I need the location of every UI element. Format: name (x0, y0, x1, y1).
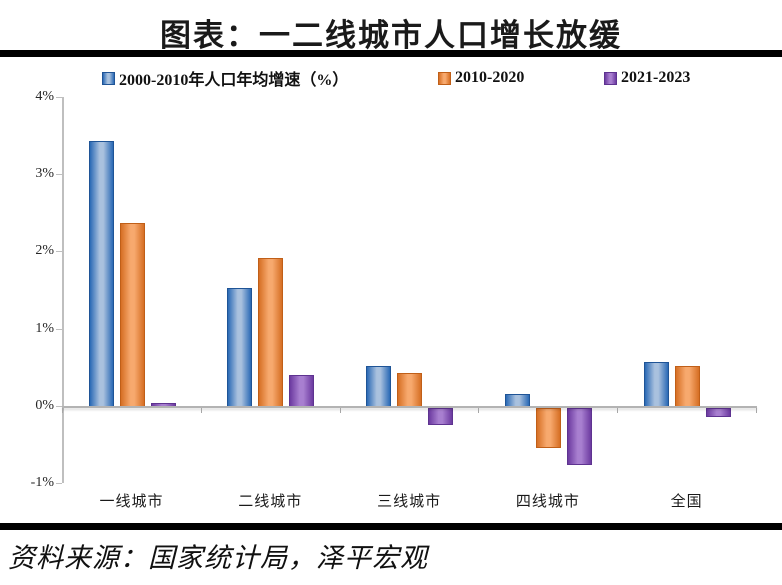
bar-series0-全国 (643, 361, 669, 408)
y-axis-tick-label: -1% (30, 475, 54, 491)
y-axis-tick-label: 0% (35, 398, 54, 413)
bar-series0-三线城市 (366, 365, 392, 408)
bar-series2-二线城市 (289, 375, 315, 408)
bar-series1-二线城市 (258, 258, 284, 408)
x-axis-tick-mark (756, 408, 757, 413)
legend-item-1: 2010-2020 (438, 69, 525, 86)
x-axis-baseline (62, 406, 757, 408)
x-axis-category-label: 全国 (670, 494, 703, 510)
top-divider (0, 50, 782, 57)
x-axis-tick-mark (339, 408, 341, 413)
x-axis-category-label: 四线城市 (515, 494, 580, 510)
y-axis-tick-label: 2% (35, 243, 54, 259)
bar-series1-四线城市 (535, 408, 561, 448)
y-axis-tick-label: 1% (35, 320, 54, 336)
y-axis-tick-label: 3% (35, 166, 54, 182)
source-text: 资料来源：国家统计局，泽平宏观 (8, 543, 428, 573)
legend-marker-icon (438, 71, 451, 85)
y-axis-tick-mark (56, 96, 62, 98)
x-axis-category-label: 二线城市 (238, 494, 303, 510)
x-axis-category-label: 三线城市 (377, 494, 442, 510)
bar-series0-二线城市 (227, 287, 253, 408)
y-axis-tick-mark (56, 328, 62, 330)
legend-label: 2021-2023 (621, 69, 691, 86)
bar-series1-三线城市 (397, 372, 423, 408)
x-axis-category-label: 一线城市 (99, 494, 164, 510)
y-axis-tick-mark (56, 483, 62, 485)
chart-title: 图表：一二线城市人口增长放缓 (160, 18, 622, 53)
y-axis-tick-mark (56, 251, 62, 253)
bar-series2-四线城市 (566, 408, 592, 465)
legend-item-0: 2000-2010年人口年均增速（%） (102, 70, 348, 89)
legend-label: 2000-2010年人口年均增速（%） (119, 72, 349, 89)
y-axis (62, 97, 64, 483)
bar-series1-全国 (674, 365, 700, 408)
bar-series0-一线城市 (88, 140, 114, 408)
x-axis-tick-mark (200, 408, 202, 413)
bar-series1-一线城市 (119, 222, 145, 408)
x-axis-tick-mark (62, 408, 63, 413)
legend-marker-icon (102, 71, 115, 85)
y-axis-tick-mark (56, 406, 62, 407)
bottom-divider (0, 523, 782, 530)
legend-marker-icon (604, 71, 617, 85)
x-axis-tick-mark (617, 408, 619, 413)
y-axis-tick-label: 4% (35, 88, 54, 104)
y-axis-tick-mark (56, 174, 62, 176)
legend-label: 2010-2020 (455, 69, 525, 86)
x-axis-tick-mark (478, 408, 480, 413)
legend-item-2: 2021-2023 (604, 69, 691, 86)
bar-series2-三线城市 (428, 408, 454, 426)
bar-series2-全国 (705, 408, 731, 417)
